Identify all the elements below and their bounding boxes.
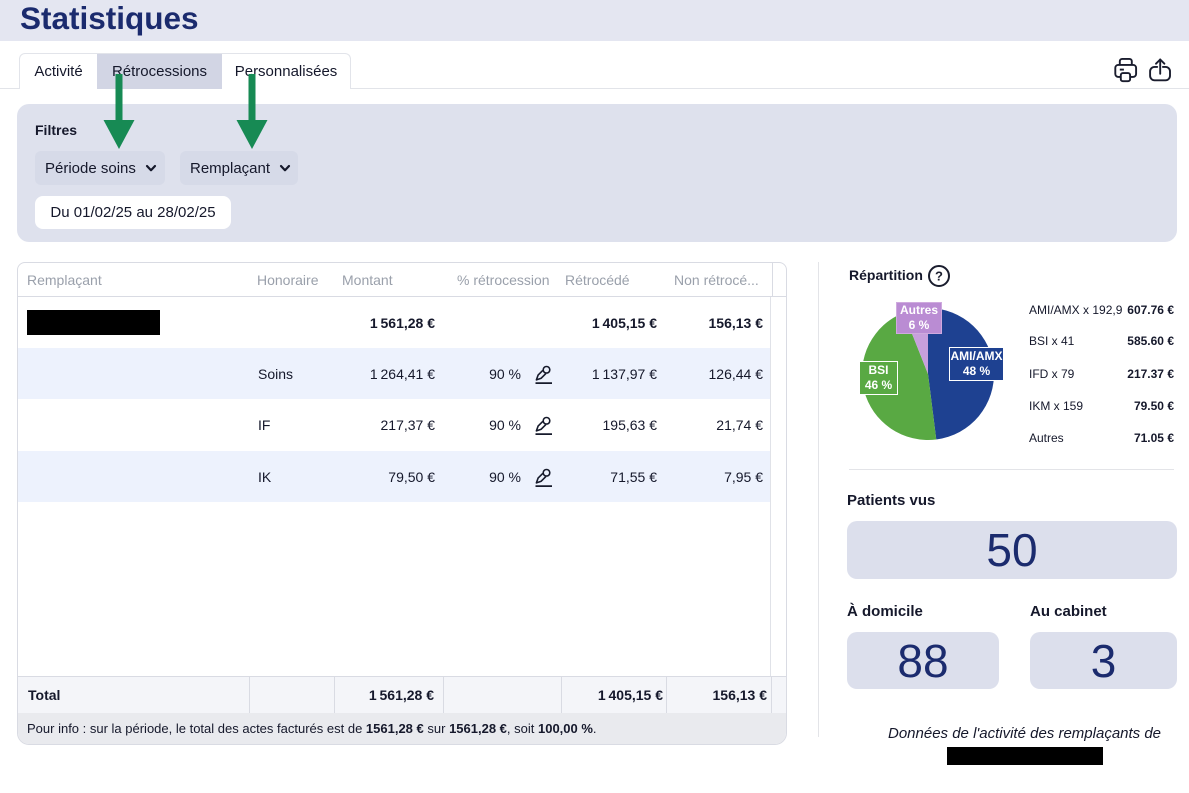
svg-text:?: ? bbox=[935, 269, 943, 284]
